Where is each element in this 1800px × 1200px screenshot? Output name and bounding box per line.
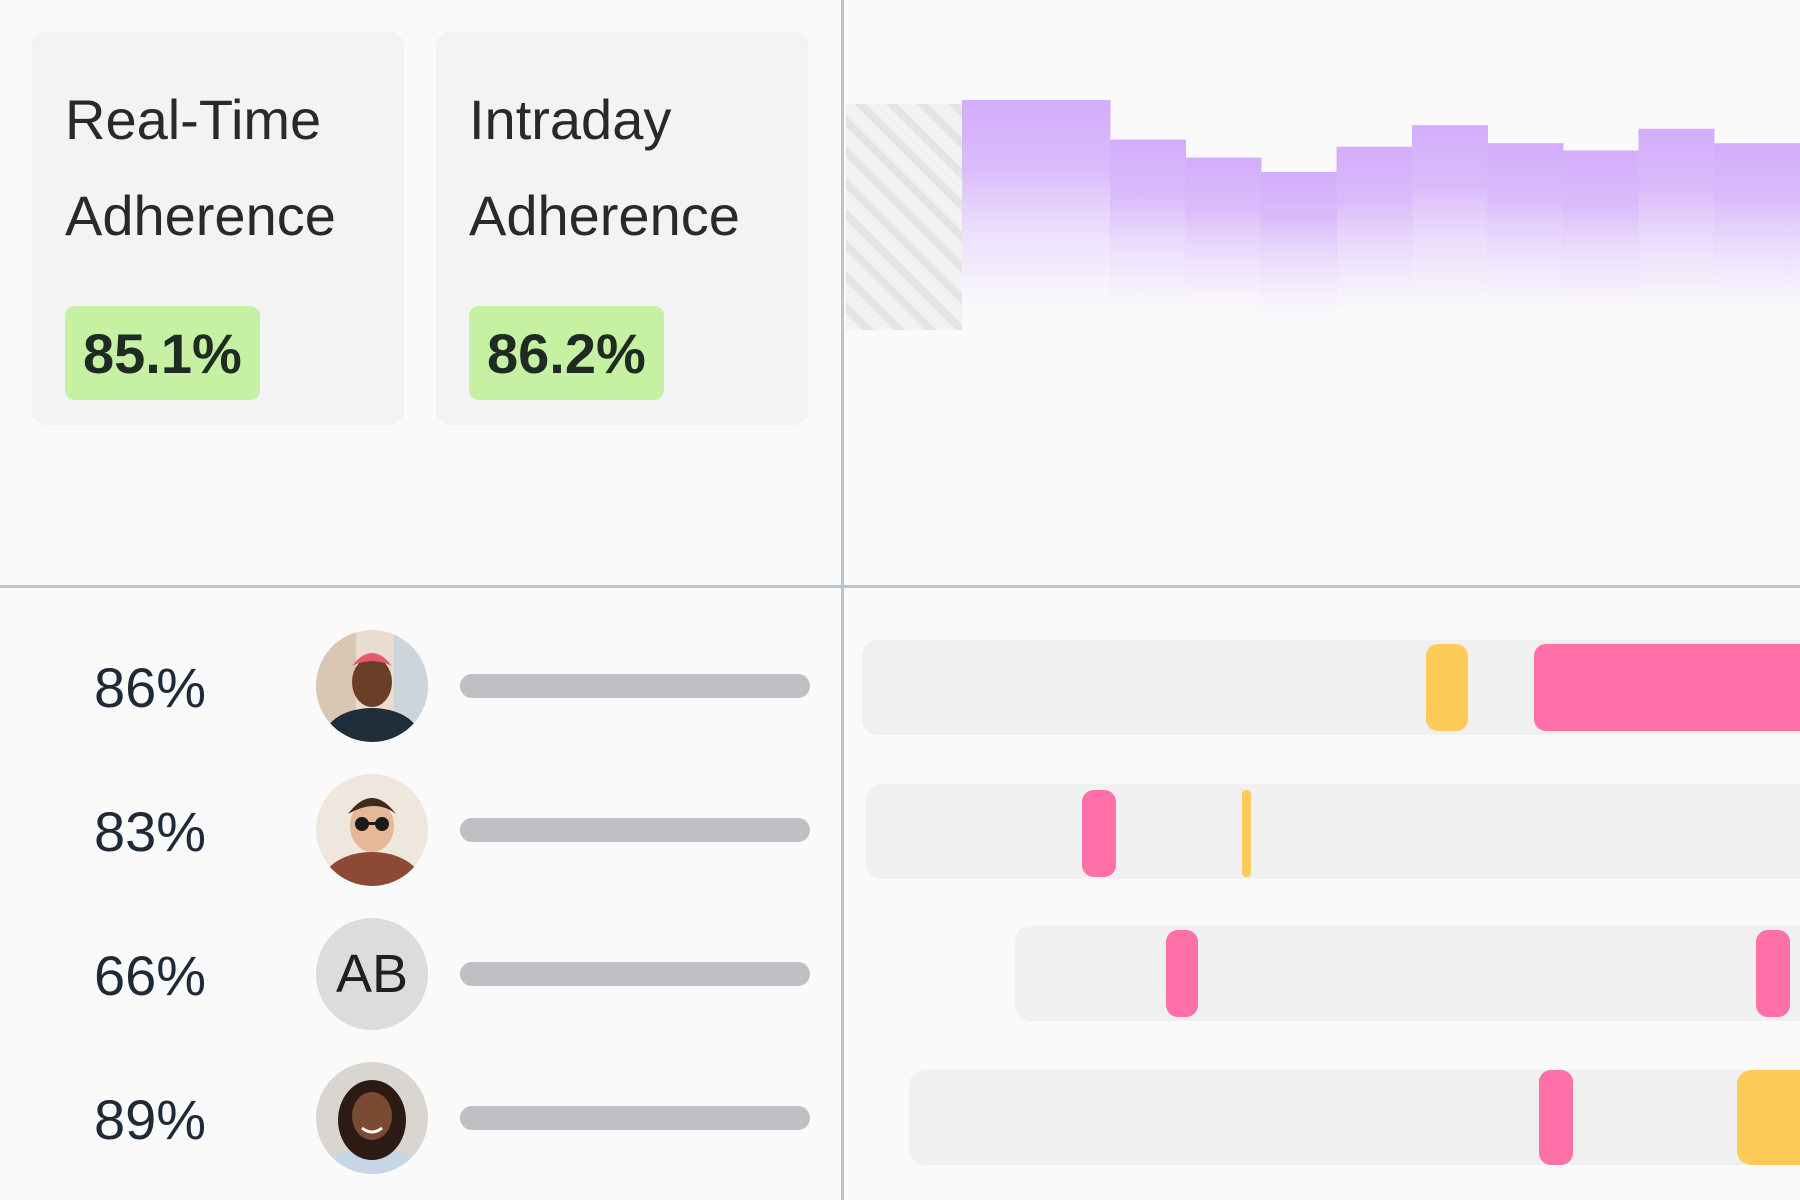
person-photo-icon bbox=[316, 1062, 428, 1174]
adherence-badge: 86.2% bbox=[469, 306, 664, 400]
agent-row[interactable]: 89% bbox=[0, 1060, 1800, 1180]
area-step bbox=[1638, 128, 1715, 330]
avatar-initials-text: AB bbox=[335, 944, 409, 1004]
agent-row[interactable]: 86% bbox=[0, 628, 1800, 748]
area-step bbox=[1412, 125, 1488, 330]
schedule-segment-pink[interactable] bbox=[1539, 1070, 1573, 1165]
person-photo-icon bbox=[316, 774, 428, 886]
card-title: Real-Time Adherence bbox=[65, 72, 385, 264]
agent-adherence: 66% bbox=[94, 944, 207, 1007]
avatar bbox=[316, 630, 428, 742]
avatar bbox=[316, 774, 428, 886]
intraday-adherence-card: Intraday Adherence 86.2% bbox=[436, 32, 808, 425]
adherence-area-chart bbox=[846, 100, 1800, 330]
card-title-line1: Intraday bbox=[469, 88, 672, 151]
area-step bbox=[1563, 150, 1639, 330]
agent-name-bar bbox=[460, 1106, 810, 1130]
area-step bbox=[1110, 139, 1186, 330]
horizontal-divider bbox=[0, 585, 1800, 588]
area-step bbox=[1185, 157, 1262, 330]
agent-name-bar bbox=[460, 674, 810, 698]
schedule-timeline bbox=[909, 1070, 1800, 1165]
card-title-line1: Real-Time bbox=[65, 88, 322, 151]
schedule-segment-pink[interactable] bbox=[1082, 790, 1116, 877]
avatar-initials: AB bbox=[316, 918, 428, 1030]
agent-name-bar bbox=[460, 818, 810, 842]
agent-adherence: 83% bbox=[94, 800, 207, 863]
schedule-segment-yellow[interactable] bbox=[1426, 644, 1468, 731]
card-title-line2: Adherence bbox=[469, 184, 740, 247]
agent-row[interactable]: 83% bbox=[0, 772, 1800, 892]
agent-adherence: 86% bbox=[94, 656, 207, 719]
schedule-segment-yellow[interactable] bbox=[1242, 790, 1251, 877]
vertical-divider bbox=[841, 0, 844, 1200]
schedule-timeline bbox=[1015, 926, 1800, 1021]
area-step bbox=[1336, 146, 1413, 330]
schedule-timeline bbox=[866, 784, 1800, 879]
schedule-timeline bbox=[862, 640, 1800, 735]
card-title: Intraday Adherence bbox=[469, 72, 789, 264]
area-step bbox=[1789, 143, 1800, 330]
agent-row[interactable]: 66% AB bbox=[0, 916, 1800, 1036]
card-title-line2: Adherence bbox=[65, 184, 336, 247]
person-photo-icon bbox=[316, 630, 428, 742]
agent-name-bar bbox=[460, 962, 810, 986]
area-step bbox=[1714, 143, 1790, 330]
schedule-segment-pink[interactable] bbox=[1756, 930, 1790, 1017]
schedule-segment-pink[interactable] bbox=[1166, 930, 1198, 1017]
real-time-adherence-card: Real-Time Adherence 85.1% bbox=[32, 32, 404, 425]
area-step bbox=[1261, 172, 1337, 330]
adherence-badge: 85.1% bbox=[65, 306, 260, 400]
agent-adherence: 89% bbox=[94, 1088, 207, 1151]
area-step bbox=[962, 100, 1111, 330]
schedule-segment-yellow[interactable] bbox=[1737, 1070, 1800, 1165]
no-data-region bbox=[846, 104, 962, 330]
area-step bbox=[1487, 143, 1564, 330]
schedule-segment-pink[interactable] bbox=[1534, 644, 1800, 731]
avatar bbox=[316, 1062, 428, 1174]
